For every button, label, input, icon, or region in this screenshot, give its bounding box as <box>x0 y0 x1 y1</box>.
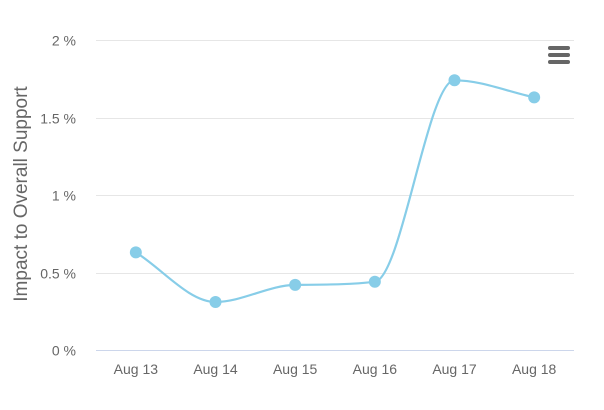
x-tick-label: Aug 14 <box>193 361 238 377</box>
data-point[interactable] <box>289 278 302 291</box>
y-tick-label: 0.5 % <box>40 266 76 282</box>
x-axis: Aug 13 Aug 14 Aug 15 Aug 16 Aug 17 Aug 18 <box>114 361 557 377</box>
x-tick-label: Aug 18 <box>512 361 557 377</box>
chart-menu-button[interactable] <box>544 42 572 68</box>
series-line <box>134 79 536 304</box>
data-point[interactable] <box>209 295 222 308</box>
gridlines <box>96 40 574 351</box>
hamburger-menu-icon <box>548 60 570 64</box>
y-tick-label: 1.5 % <box>40 111 76 127</box>
y-tick-label: 2 % <box>52 33 76 49</box>
hamburger-menu-icon <box>548 53 570 57</box>
x-tick-label: Aug 15 <box>273 361 318 377</box>
x-tick-label: Aug 16 <box>353 361 398 377</box>
data-point[interactable] <box>528 91 541 104</box>
y-axis-title: Impact to Overall Support <box>11 86 32 302</box>
x-tick-label: Aug 13 <box>114 361 159 377</box>
hamburger-menu-icon <box>548 46 570 50</box>
y-tick-label: 0 % <box>52 343 76 359</box>
data-point[interactable] <box>368 275 381 288</box>
y-axis: 0 % 0.5 % 1 % 1.5 % 2 % <box>40 33 76 359</box>
data-point[interactable] <box>448 74 461 87</box>
y-tick-label: 1 % <box>52 188 76 204</box>
x-tick-label: Aug 17 <box>432 361 477 377</box>
data-point[interactable] <box>129 246 142 259</box>
series <box>129 74 541 308</box>
